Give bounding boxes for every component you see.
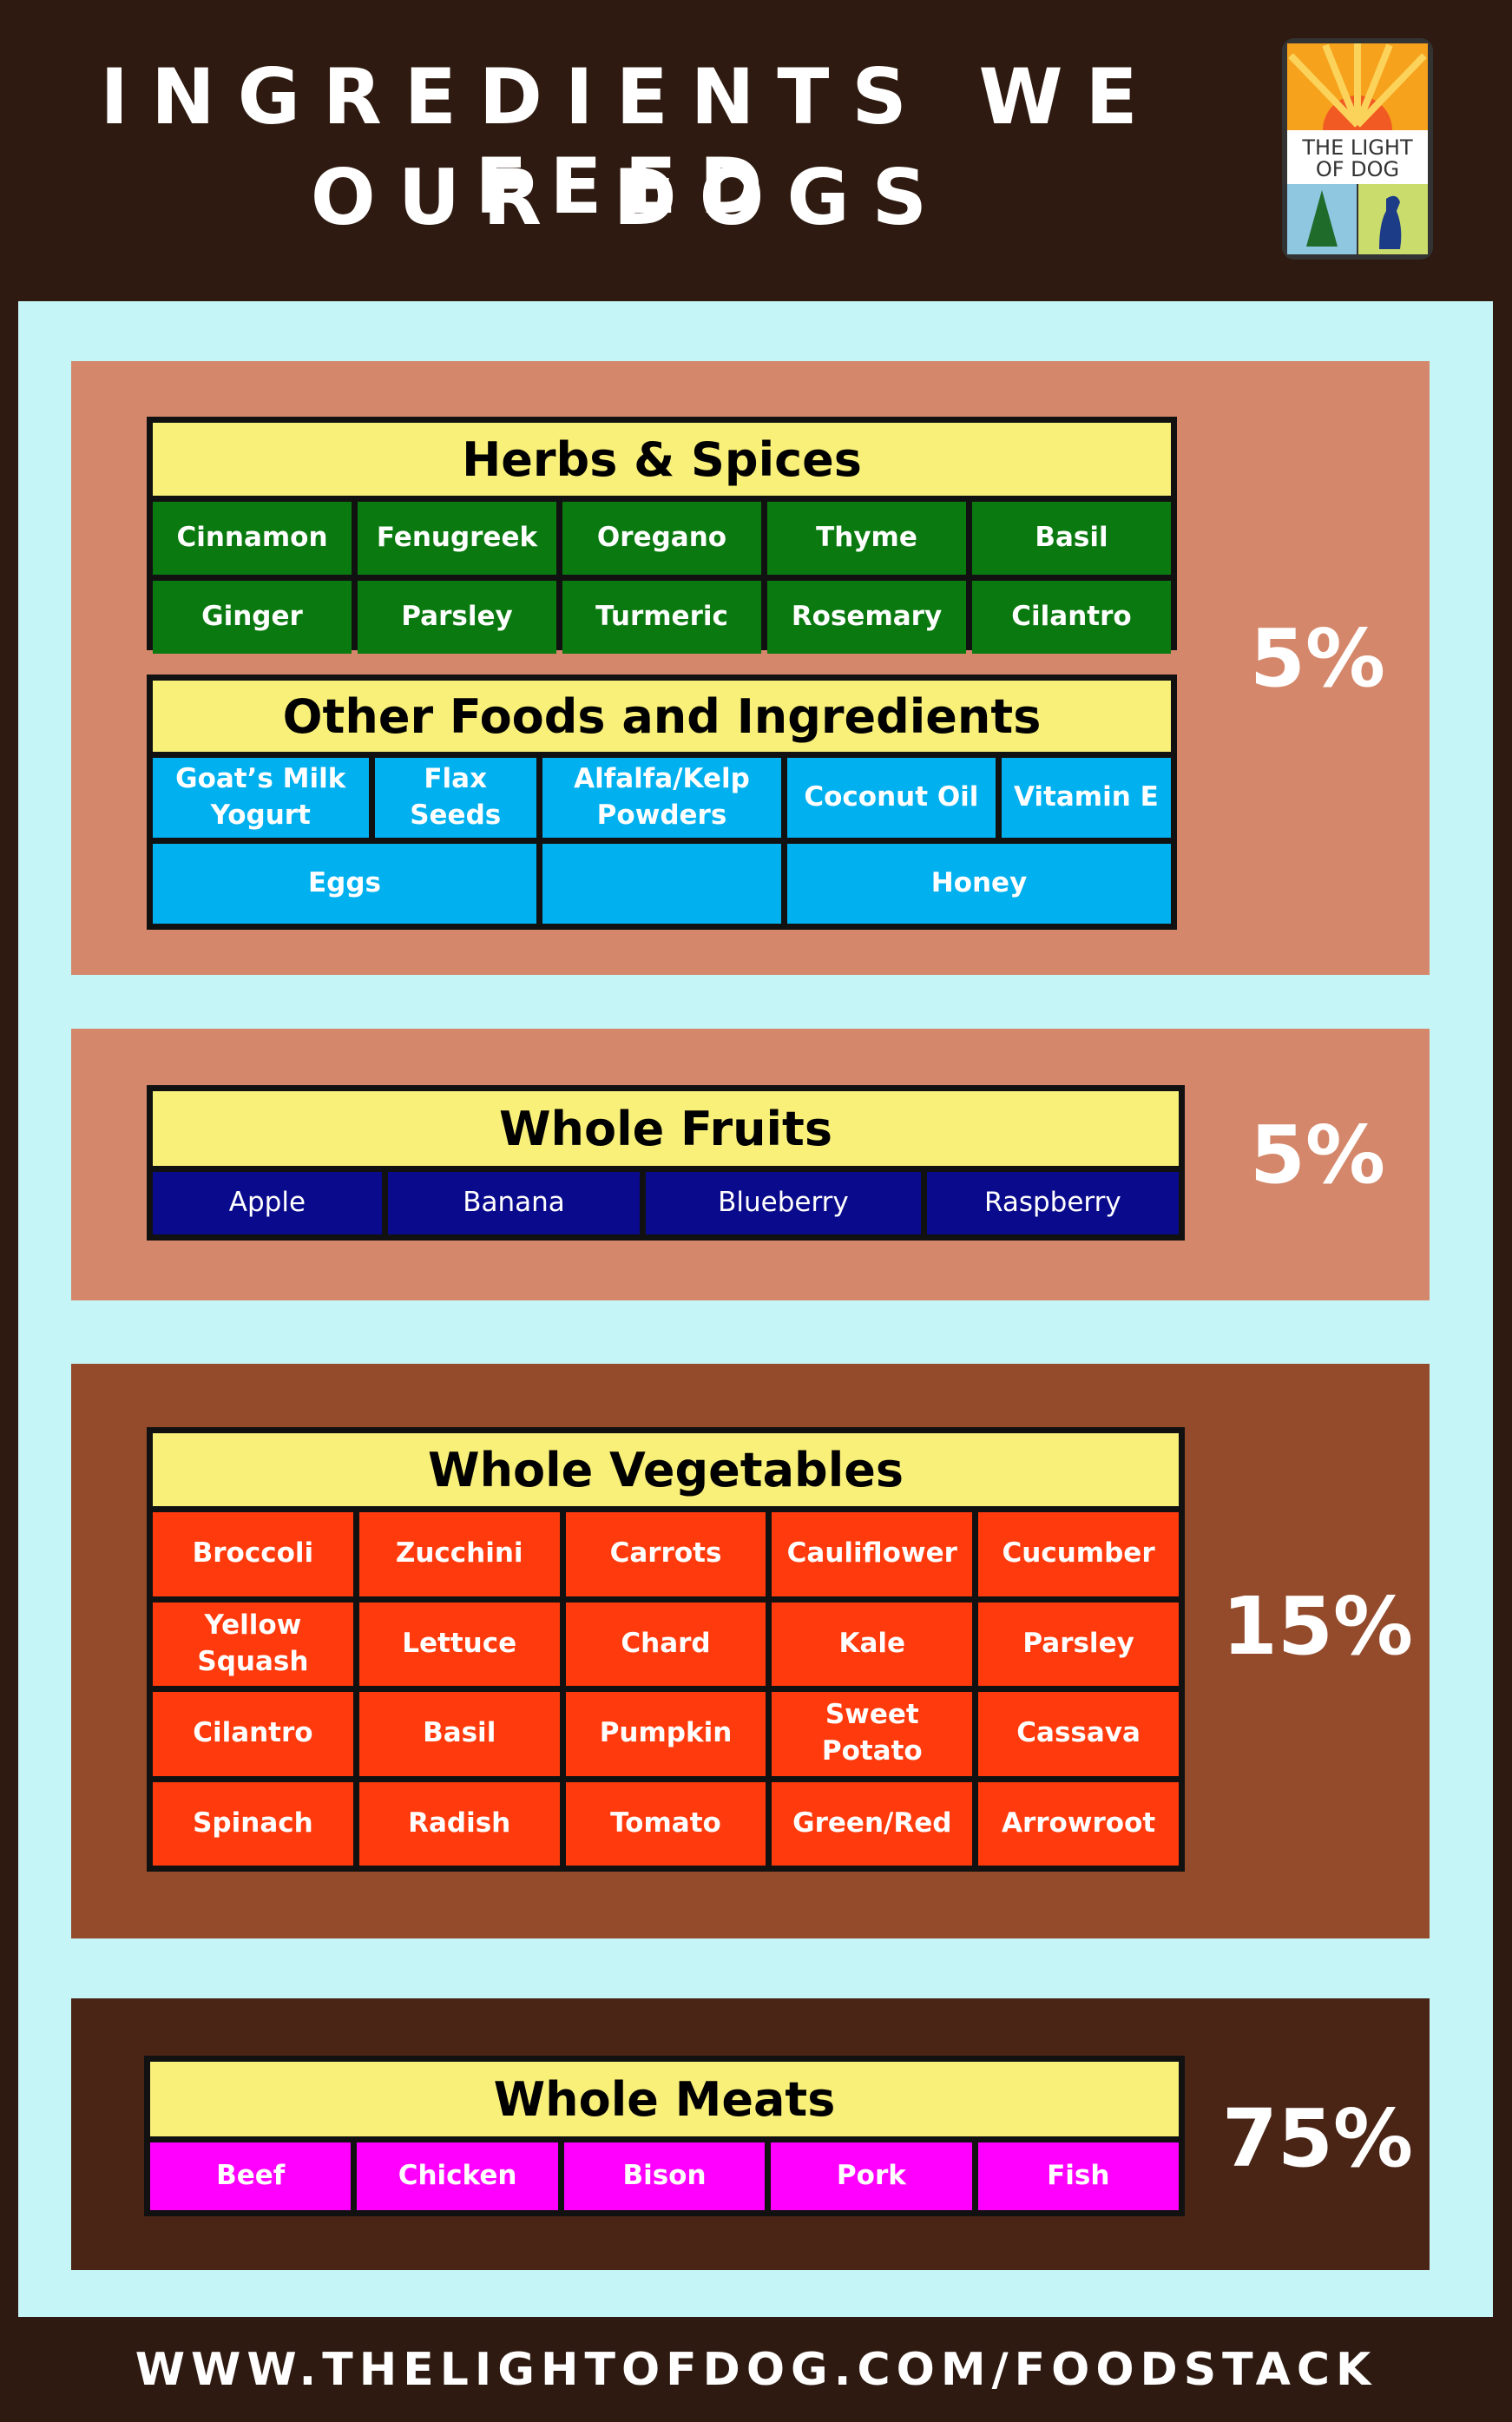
empty-cell: [542, 844, 782, 924]
item-cell: Cassava: [978, 1692, 1179, 1776]
group-table: Herbs & Spices Cinnamon Fenugreek Oregano Th…: [147, 417, 1177, 654]
item-cell: Coconut Oil: [787, 758, 996, 838]
item-cell: Flax Seeds: [374, 758, 536, 838]
item-cell: Pork: [771, 2142, 972, 2210]
item-cell: Fish: [977, 2142, 1179, 2210]
item-grid: Beef Chicken Bison Pork Fish: [150, 2142, 1179, 2210]
item-cell: Arrowroot: [978, 1781, 1179, 1866]
group-table: Whole Fruits Apple Banana Blueberry Raspberr…: [147, 1085, 1185, 1241]
item-cell: Tomato: [565, 1781, 766, 1866]
item-cell: Sweet Potato: [772, 1692, 973, 1776]
group-title: Whole Meats: [150, 2062, 1179, 2136]
item-cell: Beef: [150, 2142, 352, 2210]
item-cell: Vitamin E: [1001, 758, 1171, 838]
group-table: Other Foods and Ingredients Goat’s Milk Y…: [147, 675, 1177, 930]
item-cell: Cinnamon: [153, 502, 352, 575]
item-cell: Cucumber: [978, 1512, 1179, 1596]
logo-line: OF DOG: [1315, 157, 1400, 181]
logo-line: THE LIGHT: [1302, 135, 1413, 160]
item-cell: Yellow Squash: [153, 1602, 353, 1686]
item-cell: Carrots: [565, 1512, 766, 1596]
group-title: Herbs & Spices: [153, 423, 1171, 496]
item-cell: Thyme: [767, 502, 966, 575]
item-cell: Oregano: [562, 502, 761, 575]
logo: THE LIGHT OF DOG: [1282, 38, 1433, 260]
item-cell: Bison: [563, 2142, 766, 2210]
logo-art: [1287, 43, 1428, 254]
percent: 5%: [1249, 1109, 1386, 1201]
percent: 5%: [1249, 612, 1386, 705]
item-cell: Honey: [787, 844, 1171, 924]
item-cell: Rosemary: [767, 581, 966, 654]
item-cell: Parsley: [978, 1602, 1179, 1686]
item-grid: Apple Banana Blueberry Raspberry: [153, 1172, 1179, 1234]
title-line: INGREDIENTS WE FEED: [100, 52, 1160, 231]
item-cell: Turmeric: [562, 581, 761, 654]
item-cell: Goat’s Milk Yogurt: [153, 758, 369, 838]
item-grid: Goat’s Milk Yogurt Flax Seeds Alfalfa/Kelp…: [153, 758, 1171, 924]
item-cell: Basil: [358, 1692, 560, 1776]
footer-url: WWW.THELIGHTOFDOG.COM/FOODSTACK: [135, 2344, 1377, 2396]
percent: 75%: [1221, 2092, 1414, 2185]
item-cell: Pumpkin: [565, 1692, 766, 1776]
percent: 15%: [1221, 1580, 1414, 1673]
item-cell: Parsley: [358, 581, 556, 654]
item-cell: Apple: [153, 1172, 382, 1234]
logo-text: THE LIGHT OF DOG: [1282, 137, 1433, 181]
item-cell: Ginger: [153, 581, 352, 654]
item-cell: Banana: [387, 1172, 641, 1234]
item-cell: Green/Red: [772, 1781, 973, 1866]
item-cell: Broccoli: [153, 1512, 353, 1596]
item-cell: Fenugreek: [358, 502, 556, 575]
item-cell: Chicken: [357, 2142, 558, 2210]
item-cell: Zucchini: [358, 1512, 560, 1596]
group-title: Other Foods and Ingredients: [153, 681, 1171, 752]
item-cell: Raspberry: [926, 1172, 1179, 1234]
item-cell: Basil: [972, 502, 1171, 575]
item-cell: Cilantro: [972, 581, 1171, 654]
item-cell: Radish: [358, 1781, 560, 1866]
item-grid: Cinnamon Fenugreek Oregano Thyme Basil Ginger…: [153, 502, 1171, 654]
item-grid: Broccoli Zucchini Carrots Cauliflower Cucumb…: [153, 1512, 1179, 1866]
item-cell: Cilantro: [153, 1692, 353, 1776]
item-cell: Kale: [772, 1602, 973, 1686]
title-line: OUR DOGS: [310, 153, 950, 242]
item-cell: Chard: [565, 1602, 766, 1686]
item-cell: Eggs: [153, 844, 536, 924]
group-title: Whole Fruits: [153, 1091, 1179, 1166]
item-cell: Blueberry: [646, 1172, 921, 1234]
item-cell: Alfalfa/Kelp Powders: [542, 758, 782, 838]
item-cell: Lettuce: [358, 1602, 560, 1686]
group-table: Whole Meats Beef Chicken Bison Pork Fish: [144, 2056, 1185, 2216]
group-title: Whole Vegetables: [153, 1433, 1179, 1506]
item-cell: Cauliflower: [772, 1512, 973, 1596]
item-cell: Spinach: [153, 1781, 353, 1866]
group-table: Whole Vegetables Broccoli Zucchini Carrots C…: [147, 1427, 1185, 1872]
